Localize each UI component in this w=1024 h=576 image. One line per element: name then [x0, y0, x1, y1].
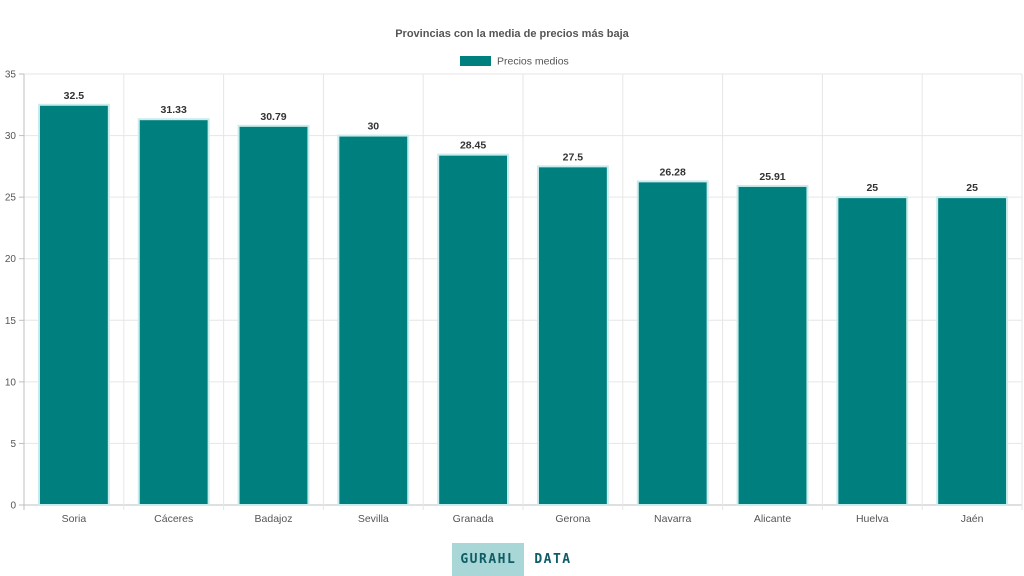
brand-logo-text: DATA — [534, 552, 572, 567]
x-tick-label: Navarra — [654, 513, 692, 525]
x-tick-label: Huelva — [856, 513, 889, 525]
y-axis: 0 5 10 15 20 25 30 35 — [5, 70, 17, 512]
y-tick-label: 5 — [10, 439, 16, 450]
x-tick-label: Soria — [62, 513, 87, 525]
data-label: 32.5 — [64, 90, 85, 102]
chart-title: Provincias con la media de precios más b… — [395, 28, 629, 40]
data-label: 30.79 — [260, 111, 286, 123]
data-label: 25 — [866, 182, 878, 194]
data-label: 25.91 — [759, 171, 785, 183]
x-tick-label: Sevilla — [358, 513, 389, 525]
bar[interactable] — [936, 196, 1009, 506]
x-axis: Soria Cáceres Badajoz Sevilla Granada Gerona N… — [62, 513, 984, 525]
x-tick-label: Badajoz — [255, 513, 293, 525]
x-tick-label: Granada — [453, 513, 494, 525]
legend[interactable]: Precios medios — [460, 56, 569, 68]
bar[interactable] — [636, 180, 709, 506]
data-labels: 32.5 31.33 30.79 30 28.45 27.5 26.28 25.91 25 25 — [64, 90, 978, 194]
data-label: 27.5 — [563, 151, 584, 163]
brand-logo-box: GURAHL — [452, 543, 525, 576]
bar[interactable] — [437, 153, 510, 506]
bar[interactable] — [37, 103, 110, 507]
bar[interactable] — [736, 184, 809, 506]
footer-brand: GURAHL DATA — [0, 543, 1024, 576]
bar[interactable] — [536, 165, 609, 506]
chart-canvas: Provincias con la media de precios más b… — [5, 28, 1023, 525]
x-tick-label: Alicante — [754, 513, 792, 525]
x-tick-label: Cáceres — [154, 513, 193, 525]
y-tick-label: 30 — [5, 131, 17, 142]
bar[interactable] — [836, 196, 909, 506]
y-tick-label: 0 — [10, 501, 16, 512]
bars — [37, 103, 1009, 507]
legend-swatch — [460, 56, 491, 66]
y-tick-label: 20 — [5, 254, 17, 265]
y-tick-label: 25 — [5, 193, 17, 204]
bar-chart: Provincias con la media de precios más b… — [5, 28, 1023, 525]
y-tick-label: 10 — [5, 377, 17, 388]
data-label: 25 — [966, 182, 978, 194]
x-tick-label: Jaén — [961, 513, 984, 525]
bar[interactable] — [337, 134, 410, 506]
data-label: 30 — [367, 121, 379, 133]
data-label: 26.28 — [660, 166, 686, 178]
y-tick-label: 35 — [5, 70, 17, 81]
data-label: 31.33 — [161, 104, 187, 116]
data-label: 28.45 — [460, 140, 486, 152]
x-tick-label: Gerona — [555, 513, 590, 525]
legend-label: Precios medios — [497, 56, 569, 68]
y-tick-label: 15 — [5, 316, 17, 327]
bar[interactable] — [237, 124, 310, 506]
bar[interactable] — [137, 118, 210, 507]
